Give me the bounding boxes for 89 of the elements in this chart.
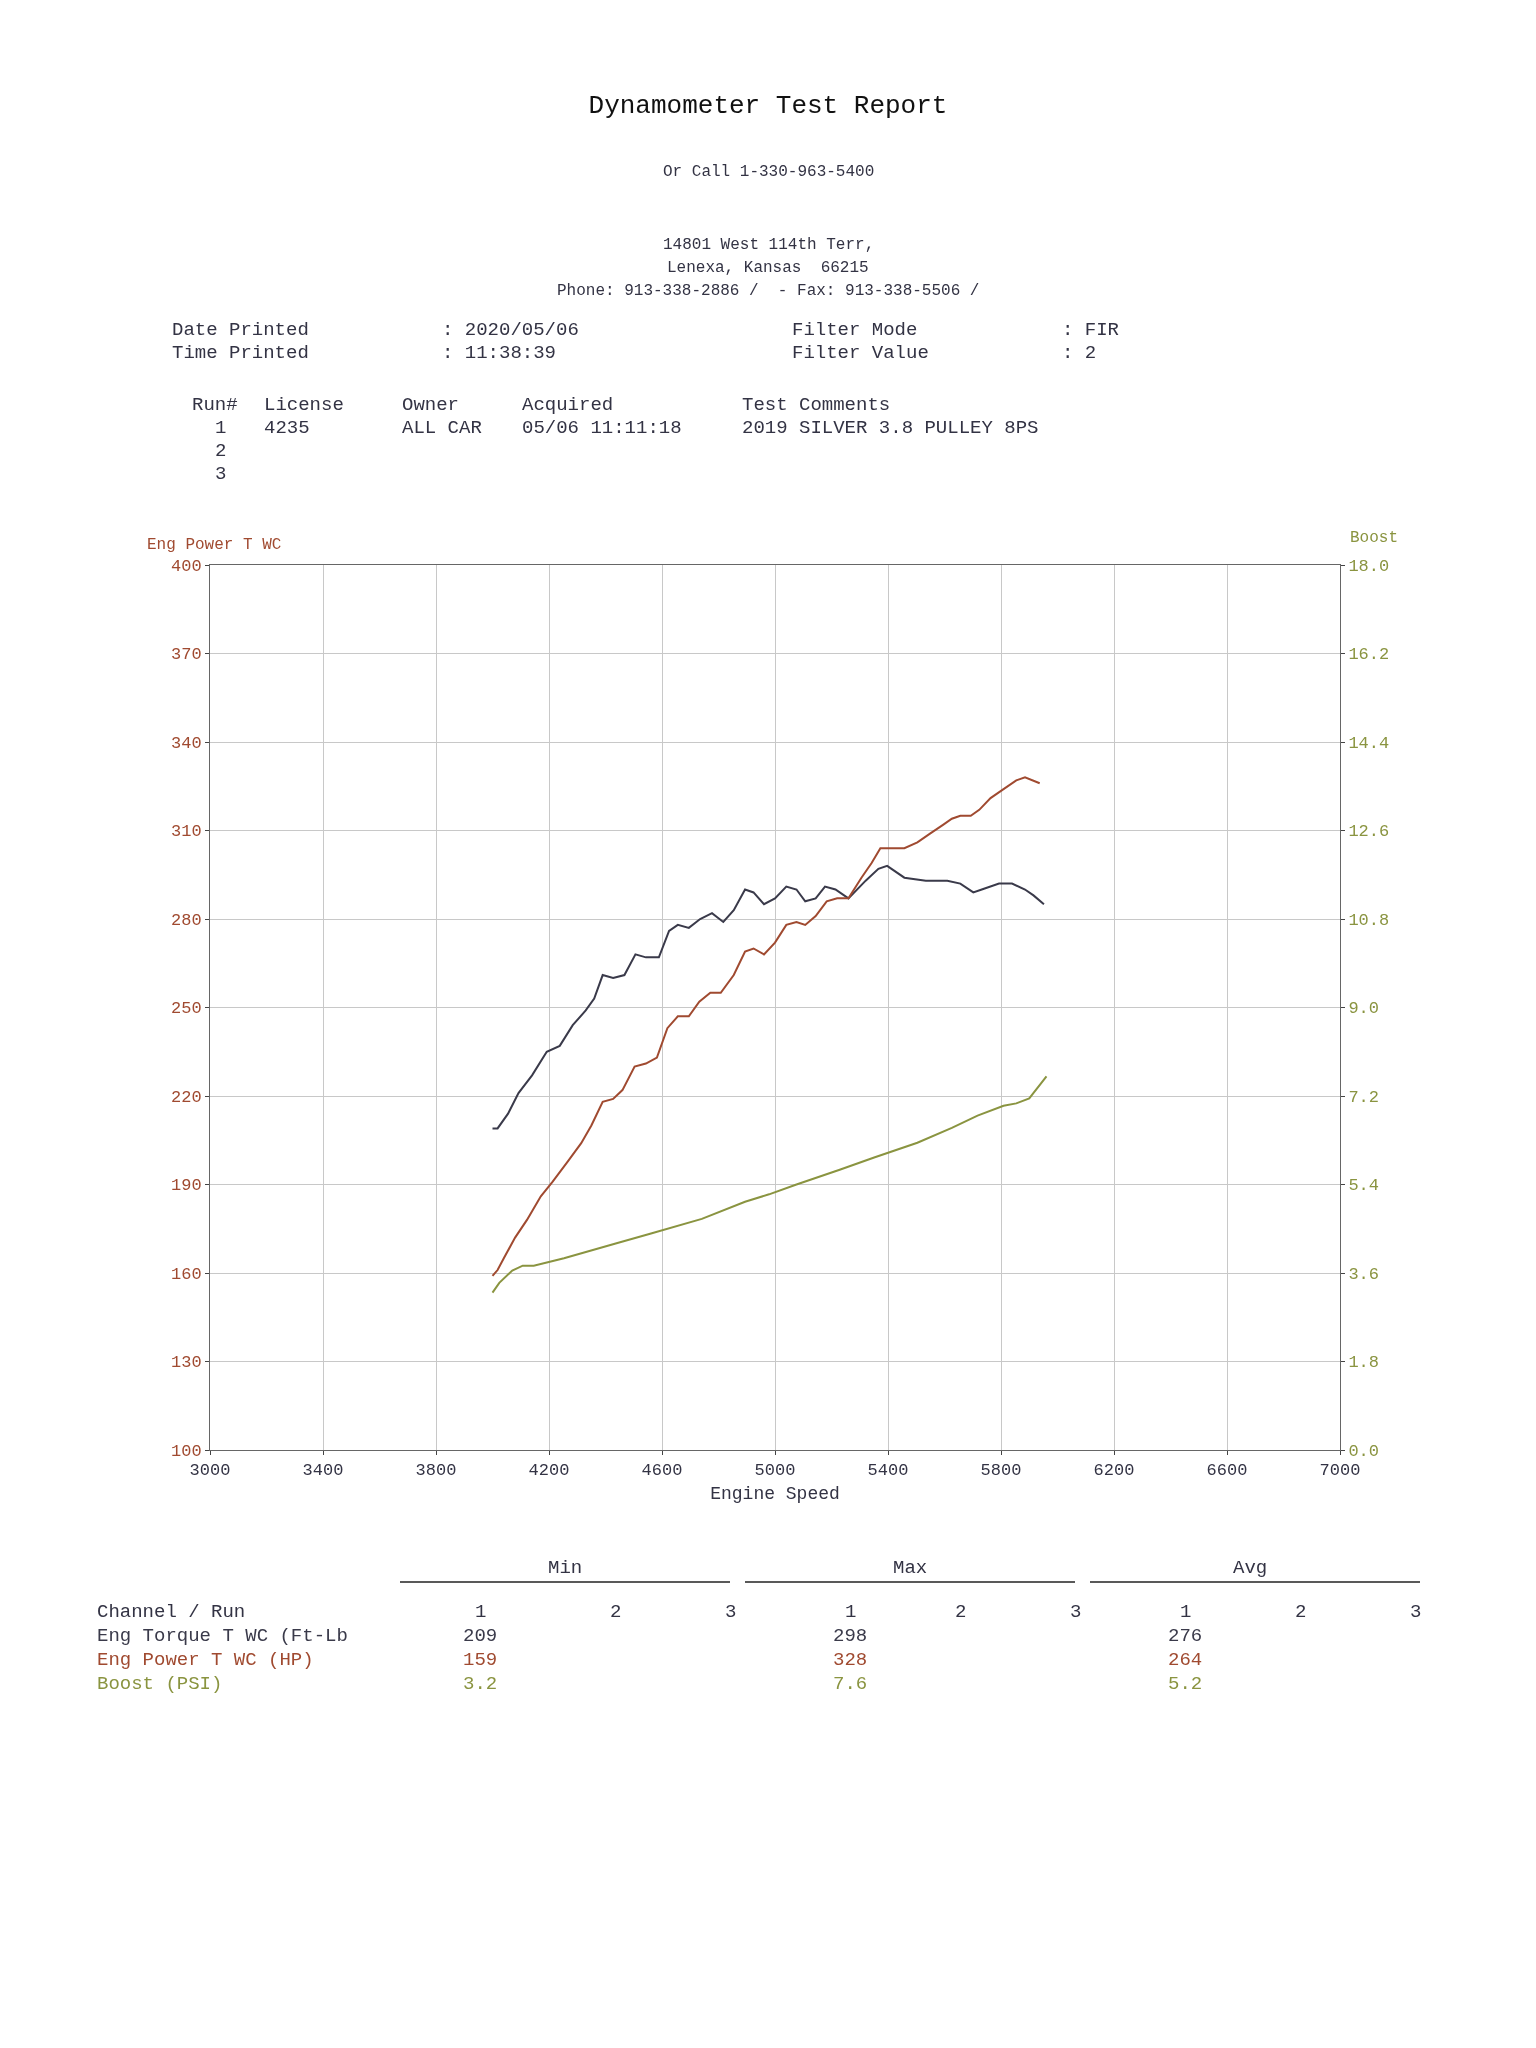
text: 209 xyxy=(463,1625,498,1647)
x-tick-label: 6600 xyxy=(1206,1461,1248,1481)
x-tick-label: 5000 xyxy=(754,1461,796,1481)
y2-tick-label: 7.2 xyxy=(1348,1087,1380,1107)
x-axis-title: Engine Speed xyxy=(710,1483,840,1504)
line-series xyxy=(491,776,1041,1277)
text: Avg xyxy=(1233,1557,1268,1579)
text: Owner xyxy=(402,394,460,416)
text: Time Printed xyxy=(172,342,309,364)
x-tick-label: 7000 xyxy=(1319,1461,1361,1481)
x-tick-label: 6200 xyxy=(1093,1461,1135,1481)
x-tick-label: 4200 xyxy=(528,1461,570,1481)
y2-tick-label: 18.0 xyxy=(1348,556,1390,576)
text: Channel / Run xyxy=(97,1601,246,1623)
text: 2 xyxy=(1295,1601,1307,1623)
text: 276 xyxy=(1168,1625,1203,1647)
text: Filter Value xyxy=(792,342,929,364)
text: Eng Torque T WC (Ft-Lb xyxy=(97,1625,348,1647)
y2-tick-label: 5.4 xyxy=(1348,1176,1380,1196)
y2-tick-label: 14.4 xyxy=(1348,733,1390,753)
text: 2 xyxy=(955,1601,967,1623)
text: 328 xyxy=(833,1649,868,1671)
x-tick-label: 5800 xyxy=(980,1461,1022,1481)
text: 1 xyxy=(1180,1601,1192,1623)
text: License xyxy=(264,394,344,416)
text: 2 xyxy=(215,440,227,462)
y-axis-title: Eng Power T WC xyxy=(147,536,282,554)
text: 3 xyxy=(1070,1601,1082,1623)
text: 1 xyxy=(845,1601,857,1623)
text: 2 xyxy=(610,1601,622,1623)
y-tick-label: 130 xyxy=(170,1353,202,1373)
text: : 2020/05/06 xyxy=(442,319,579,341)
y2-tick-label: 10.8 xyxy=(1348,910,1390,930)
y2-tick-label: 1.8 xyxy=(1348,1353,1380,1373)
text: 3 xyxy=(1410,1601,1422,1623)
text: Or Call 1-330-963-5400 xyxy=(663,163,875,181)
text: Max xyxy=(893,1557,928,1579)
text: 4235 xyxy=(264,417,310,439)
y2-tick-label: 12.6 xyxy=(1348,822,1390,842)
text: Boost (PSI) xyxy=(97,1673,223,1695)
text: Lenexa, Kansas 66215 xyxy=(667,259,869,277)
text: 1 xyxy=(475,1601,487,1623)
text: Phone: 913-338-2886 / - Fax: 913-338-5506 / xyxy=(557,282,980,300)
x-tick-label: 5400 xyxy=(867,1461,909,1481)
text: Eng Power T WC (HP) xyxy=(97,1649,314,1671)
text: : FIR xyxy=(1062,319,1120,341)
y2-axis-title: Boost xyxy=(1350,529,1399,547)
text: : 11:38:39 xyxy=(442,342,557,364)
y2-tick-label: 16.2 xyxy=(1348,645,1390,665)
text: Filter Mode xyxy=(792,319,918,341)
text: 5.2 xyxy=(1168,1673,1203,1695)
y-tick-label: 190 xyxy=(170,1176,202,1196)
y-tick-label: 220 xyxy=(170,1087,202,1107)
text: 159 xyxy=(463,1649,498,1671)
y-tick-label: 310 xyxy=(170,822,202,842)
y2-tick-label: 9.0 xyxy=(1348,999,1380,1019)
y-tick-label: 100 xyxy=(170,1441,202,1461)
text: 1 xyxy=(215,417,227,439)
x-tick-label: 3800 xyxy=(415,1461,457,1481)
x-tick-label: 4600 xyxy=(641,1461,683,1481)
y-tick-label: 250 xyxy=(170,999,202,1019)
text: 3.2 xyxy=(463,1673,498,1695)
text: 3 xyxy=(215,463,227,485)
text: Run# xyxy=(192,394,238,416)
y-tick-label: 160 xyxy=(170,1264,202,1284)
text: 298 xyxy=(833,1625,868,1647)
y2-tick-label: 0.0 xyxy=(1348,1441,1380,1461)
y2-tick-label: 3.6 xyxy=(1348,1264,1380,1284)
x-tick-label: 3400 xyxy=(302,1461,344,1481)
text: Date Printed xyxy=(172,319,309,341)
chart-title: Dynamometer Test Report xyxy=(588,91,948,122)
line-series xyxy=(491,1075,1048,1294)
text: ALL CAR xyxy=(402,417,482,439)
y-tick-label: 370 xyxy=(170,645,202,665)
text: 7.6 xyxy=(833,1673,868,1695)
text: 3 xyxy=(725,1601,737,1623)
text: : 2 xyxy=(1062,342,1097,364)
text: 14801 West 114th Terr, xyxy=(663,236,875,254)
text: Acquired xyxy=(522,394,614,416)
text: Test Comments xyxy=(742,394,891,416)
y-tick-label: 280 xyxy=(170,910,202,930)
y-tick-label: 340 xyxy=(170,733,202,753)
x-tick-label: 3000 xyxy=(189,1461,231,1481)
y-tick-label: 400 xyxy=(170,556,202,576)
text: 05/06 11:11:18 xyxy=(522,417,682,439)
text: 2019 SILVER 3.8 PULLEY 8PS xyxy=(742,417,1039,439)
line-series xyxy=(491,864,1045,1130)
text: 264 xyxy=(1168,1649,1203,1671)
text: Min xyxy=(548,1557,583,1579)
